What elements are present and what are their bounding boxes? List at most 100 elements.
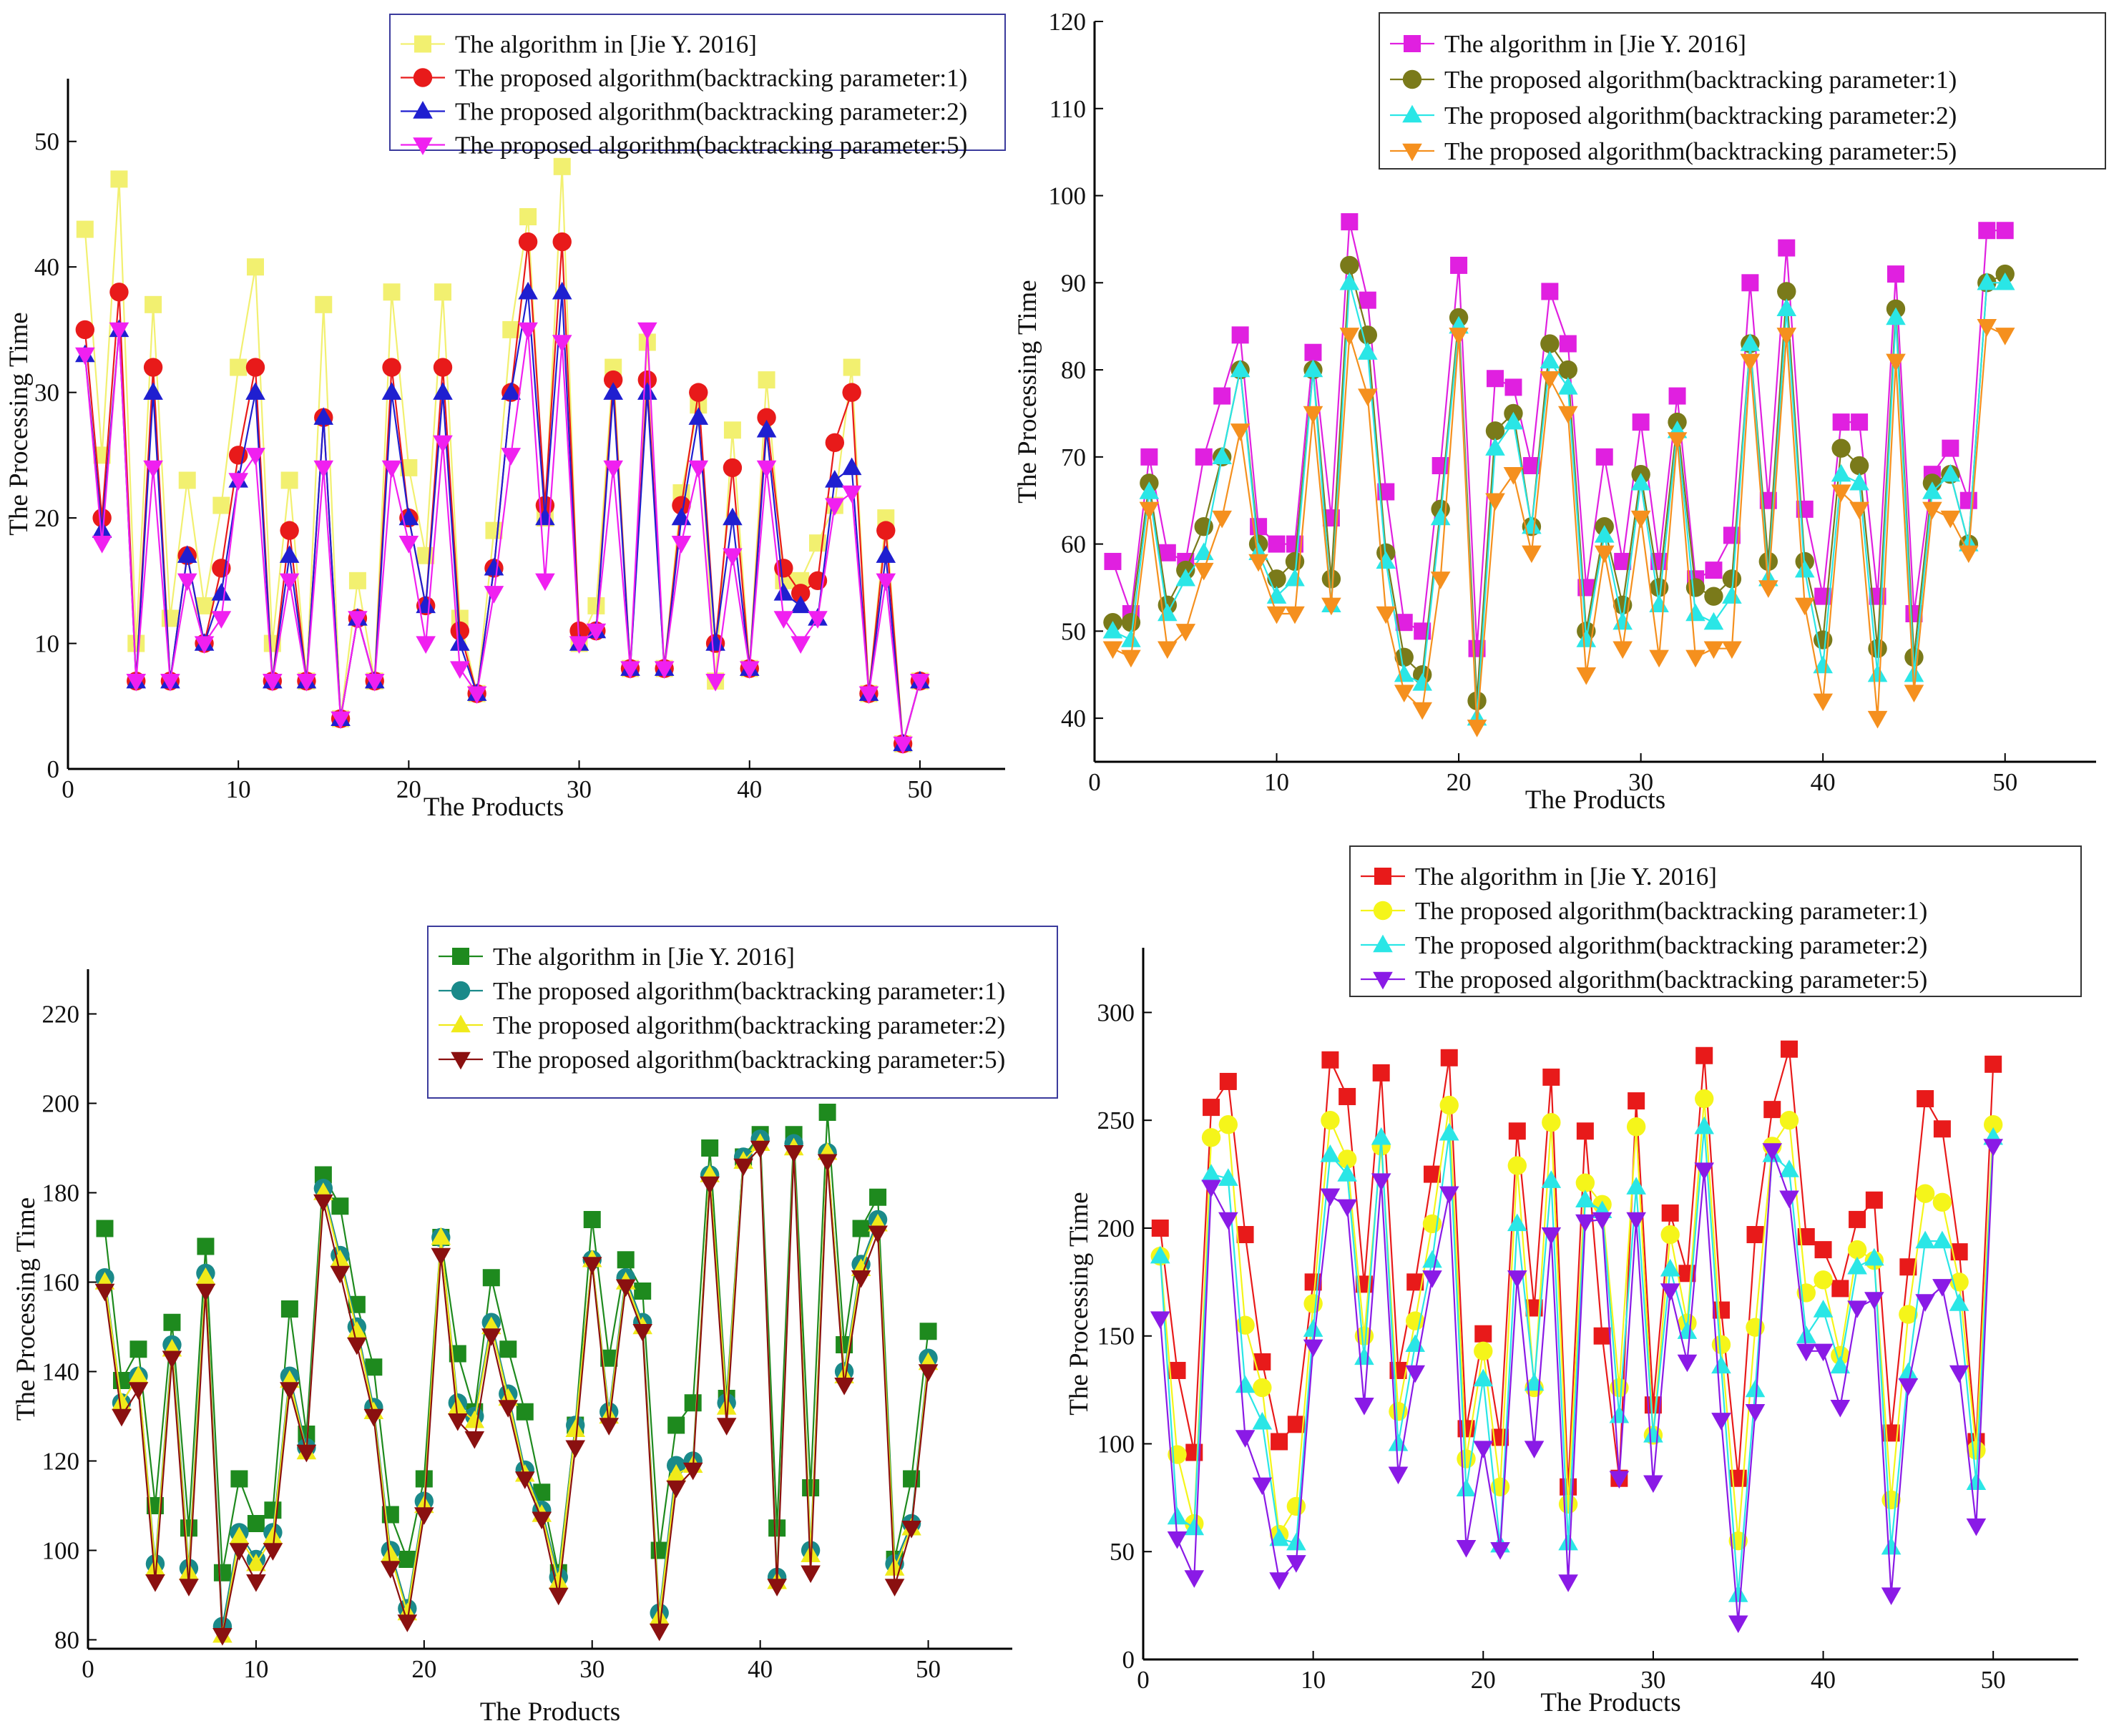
y-tick-label: 110 [1049, 95, 1086, 123]
data-point [416, 636, 436, 654]
data-point [1595, 448, 1613, 466]
legend-marker [413, 68, 433, 87]
data-point [1359, 291, 1376, 309]
data-point [501, 382, 522, 400]
legend-marker [414, 35, 431, 53]
data-point [1253, 1378, 1272, 1398]
data-point [1575, 1214, 1595, 1232]
data-point [901, 1521, 921, 1539]
data-point [1576, 1122, 1594, 1140]
data-point [1868, 639, 1887, 658]
y-tick-label: 100 [42, 1537, 80, 1565]
legend-box [427, 926, 1058, 1099]
legend-box [389, 14, 1006, 151]
data-point [1358, 388, 1378, 406]
data-point [1830, 1355, 1851, 1374]
data-point [1358, 342, 1378, 360]
data-point [245, 358, 265, 377]
y-axis-label: The Processing Time [1065, 1192, 1094, 1415]
data-point [1813, 1300, 1834, 1318]
data-point [603, 460, 623, 479]
data-point [1139, 481, 1160, 499]
data-point [1978, 222, 1996, 240]
data-point [1303, 1319, 1323, 1337]
legend-marker [413, 101, 433, 119]
data-point [347, 1337, 367, 1355]
data-point [109, 283, 129, 302]
data-point [1503, 411, 1524, 430]
data-point [1668, 387, 1686, 405]
data-point [1609, 1405, 1630, 1423]
y-tick-label: 250 [1097, 1107, 1135, 1134]
data-point [1881, 1587, 1902, 1605]
data-point [1320, 1144, 1341, 1162]
data-point [654, 661, 675, 680]
data-point [1184, 1517, 1205, 1536]
data-point [1321, 1051, 1339, 1069]
data-point [1711, 1355, 1731, 1374]
data-point [484, 586, 504, 604]
data-point [1728, 1615, 1748, 1634]
data-point [92, 520, 112, 538]
data-point [1252, 1411, 1273, 1430]
data-point [1831, 484, 1851, 502]
legend-marker [1373, 901, 1393, 921]
data-point [1507, 1213, 1527, 1232]
data-point [1864, 1292, 1884, 1310]
data-point [1450, 256, 1468, 274]
chart-panel-3: 0 10 20 30 40 50 80 100 120 140 160 180 200 220 The Pr… [11, 926, 1058, 1727]
data-point [211, 582, 232, 601]
data-point [1320, 1188, 1341, 1207]
data-point [1524, 1441, 1545, 1458]
data-point [280, 521, 299, 540]
data-point [876, 573, 896, 592]
data-point [1796, 1343, 1816, 1362]
data-point [1630, 472, 1651, 491]
data-point [263, 1543, 283, 1561]
data-point [548, 1587, 569, 1606]
y-tick-label: 160 [42, 1269, 80, 1297]
data-point [1422, 1270, 1442, 1288]
data-point [1372, 1064, 1390, 1082]
x-tick-label: 30 [579, 1655, 605, 1683]
data-point [1776, 298, 1797, 317]
data-point [363, 1408, 384, 1427]
data-point [162, 1350, 182, 1369]
data-point [1995, 328, 2015, 345]
data-point [723, 507, 743, 526]
data-point [1660, 1225, 1680, 1245]
data-point [416, 595, 436, 614]
data-point [716, 1418, 737, 1436]
legend-marker [452, 948, 469, 965]
data-point [1121, 629, 1141, 647]
legend-entry-label: The proposed algorithm(backtracking para… [493, 977, 1005, 1005]
x-tick-label: 50 [907, 775, 932, 803]
data-point [1864, 1247, 1884, 1266]
data-point [485, 521, 503, 539]
data-point [1354, 1398, 1374, 1416]
data-point [414, 1507, 434, 1525]
data-point [1230, 423, 1251, 441]
data-point [666, 1480, 686, 1499]
data-point [1541, 1170, 1562, 1188]
legend-box [1379, 12, 2106, 170]
x-tick-label: 10 [1301, 1666, 1326, 1694]
data-point [603, 382, 623, 400]
data-point [331, 711, 351, 730]
data-point [1485, 421, 1505, 441]
data-point [1474, 1325, 1492, 1343]
data-point [245, 382, 265, 400]
data-point [1887, 265, 1904, 283]
data-point [756, 460, 777, 479]
x-tick-label: 10 [226, 775, 251, 803]
data-point [1705, 561, 1723, 579]
x-tick-label: 0 [62, 775, 74, 803]
data-point [177, 573, 197, 592]
x-tick-label: 20 [396, 775, 421, 803]
series-2 [1103, 255, 2015, 710]
data-point [313, 1194, 333, 1212]
data-point [615, 1279, 636, 1298]
data-point [689, 383, 708, 402]
data-point [296, 1444, 317, 1463]
data-point [76, 220, 94, 238]
